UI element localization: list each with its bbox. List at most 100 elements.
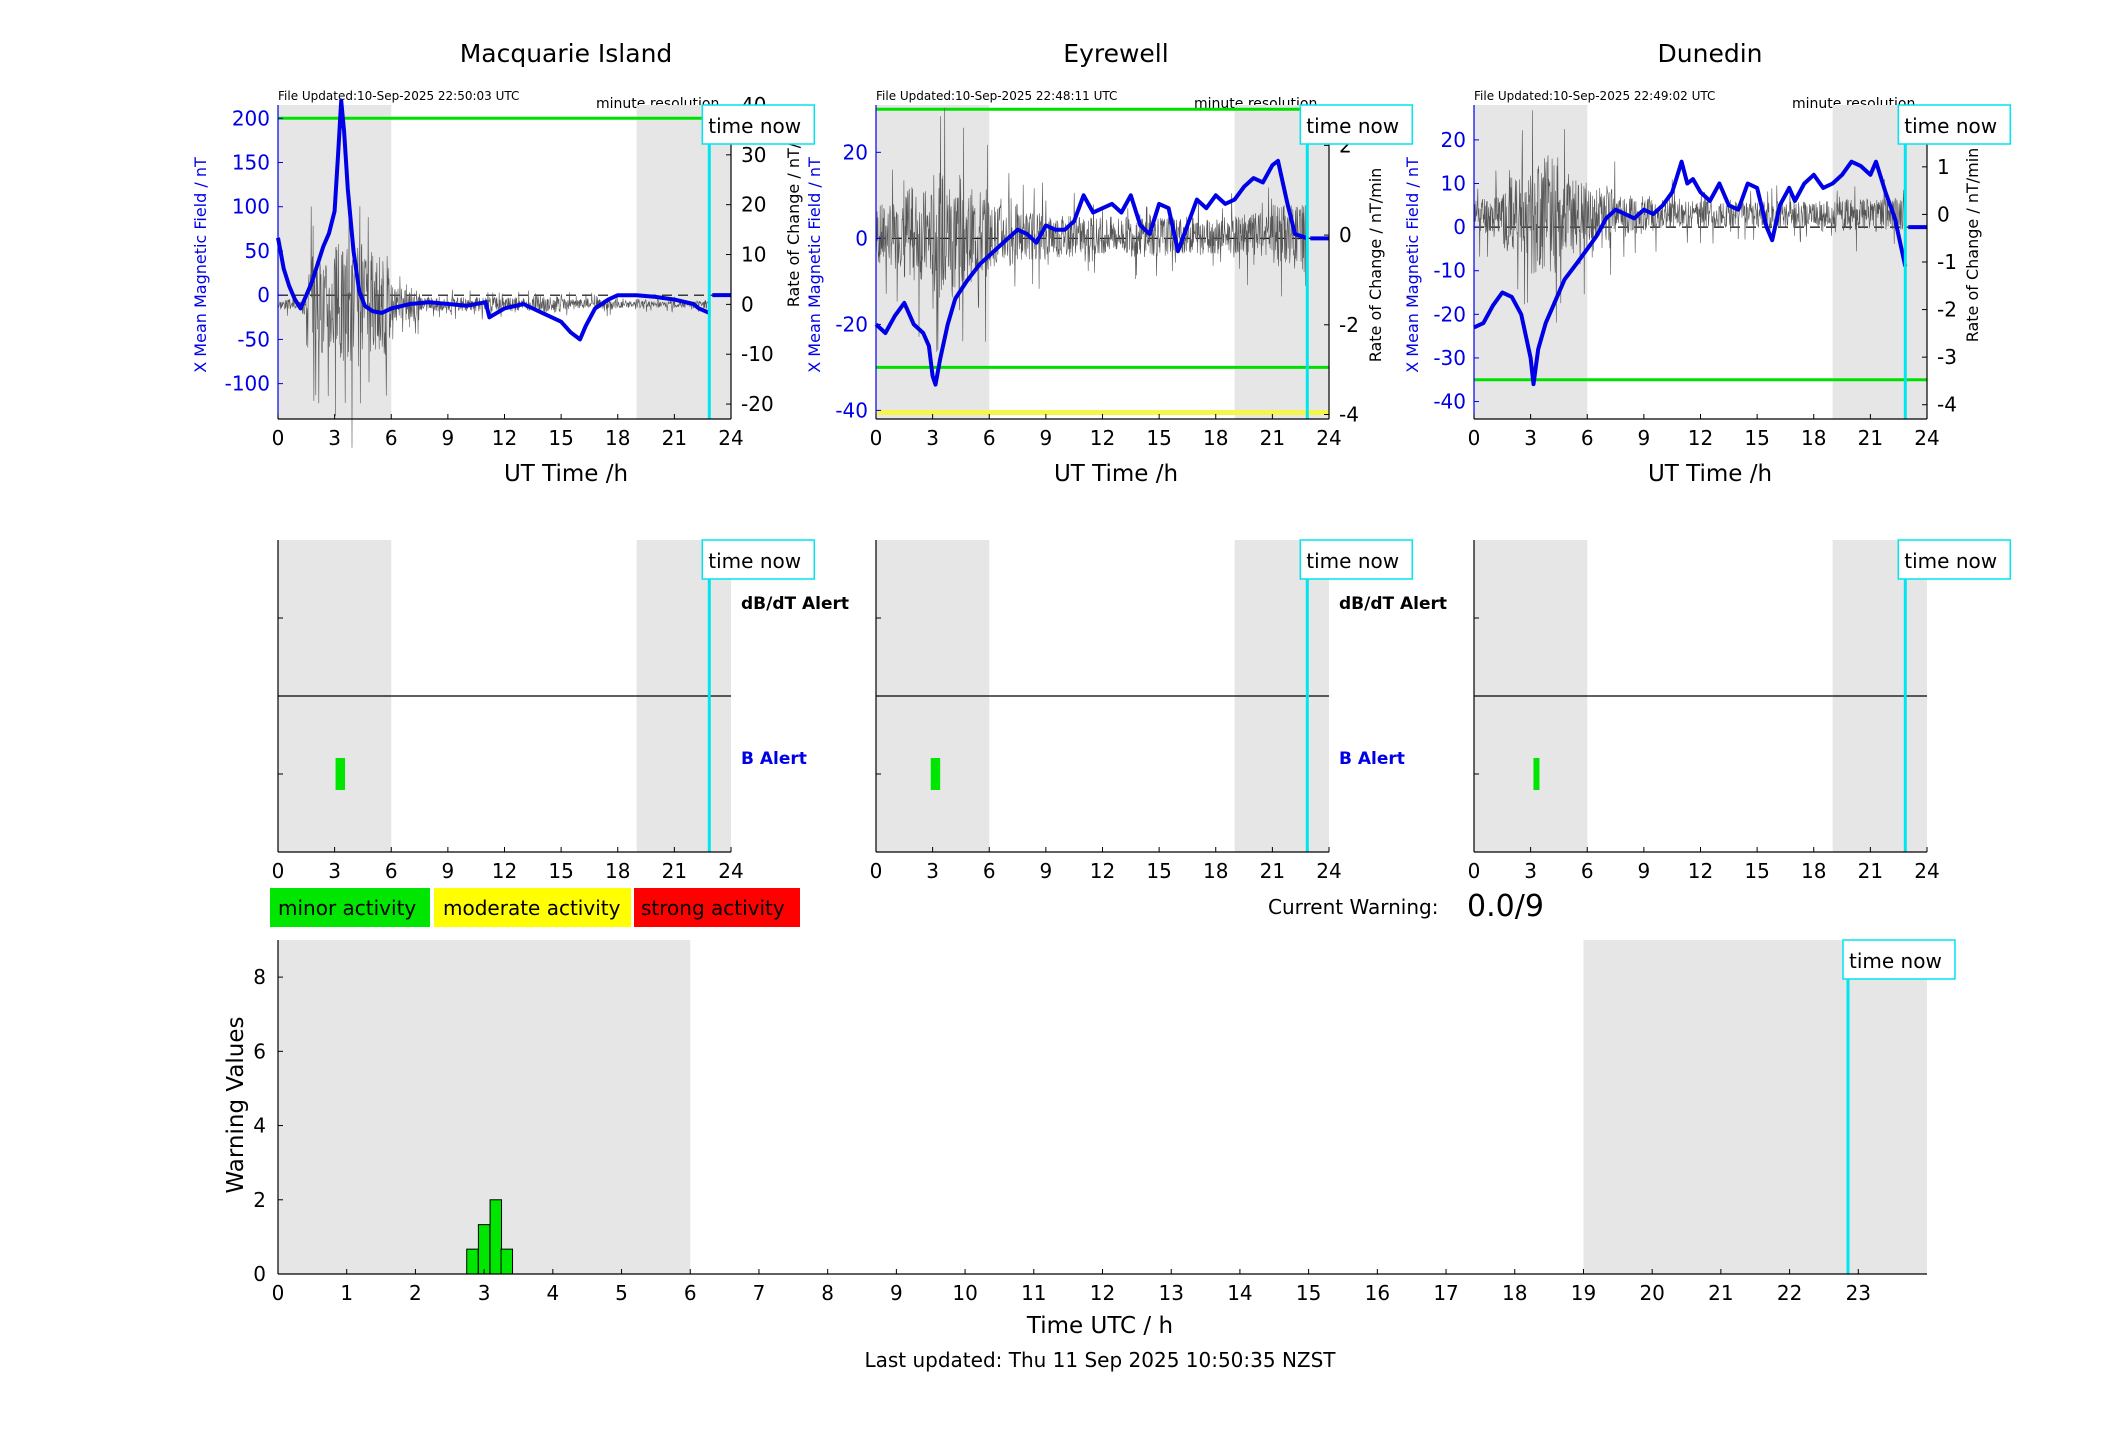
y-tick-label: -40 bbox=[1433, 390, 1466, 414]
y2-tick-label: -4 bbox=[1937, 393, 1957, 417]
current-warning-value: 0.0/9 bbox=[1467, 889, 1544, 924]
y-tick-label: 150 bbox=[232, 150, 270, 174]
time-now-mid-0-box bbox=[701, 539, 816, 580]
y2-tick-label: -1 bbox=[1937, 250, 1957, 274]
x-tick-label: 3 bbox=[328, 859, 341, 883]
x-tick-label: 15 bbox=[1146, 859, 1171, 883]
warning-y-title: Warning Values bbox=[223, 1016, 249, 1193]
x-tick-label: 12 bbox=[492, 426, 517, 450]
legend-swatch-minor bbox=[270, 888, 430, 927]
legend-label-strong: strong activity bbox=[641, 896, 785, 920]
y-tick-label: 20 bbox=[1441, 128, 1466, 152]
x-tick-label: 18 bbox=[1801, 859, 1826, 883]
y-right-title-dunedin: Rate of Change / nT/min bbox=[1963, 148, 1982, 343]
x-tick-label: 21 bbox=[1708, 1281, 1733, 1305]
x-tick-label: 15 bbox=[548, 426, 573, 450]
legend-swatch-strong bbox=[634, 888, 800, 927]
x-tick-label: 3 bbox=[328, 426, 341, 450]
file-updated-dunedin: File Updated:10-Sep-2025 22:49:02 UTC bbox=[1474, 89, 1715, 103]
x-title-dunedin: UT Time /h bbox=[1648, 461, 1772, 487]
x-tick-label: 21 bbox=[662, 859, 687, 883]
x-tick-label: 15 bbox=[548, 859, 573, 883]
alert-panel-0: 0 3 6 9 12 15 18 21 24 bbox=[272, 540, 744, 883]
x-tick-label: 7 bbox=[753, 1281, 766, 1305]
x-tick-label: 15 bbox=[1146, 426, 1171, 450]
x-tick-label: 6 bbox=[385, 859, 398, 883]
x-tick-label: 5 bbox=[615, 1281, 628, 1305]
x-tick-label: 9 bbox=[1040, 859, 1053, 883]
x-tick-label: 0 bbox=[1468, 859, 1481, 883]
alert-mark bbox=[930, 758, 941, 790]
y2-tick-label: -10 bbox=[741, 342, 774, 366]
y-tick-label: 100 bbox=[232, 195, 270, 219]
warning-bar bbox=[500, 1248, 514, 1275]
x-tick-label: 24 bbox=[1316, 859, 1341, 883]
last-updated: Last updated: Thu 11 Sep 2025 10:50:35 N… bbox=[864, 1348, 1336, 1372]
x-title-macquarie: UT Time /h bbox=[504, 461, 628, 487]
x-tick-label: 21 bbox=[662, 426, 687, 450]
y2-tick-label: 0 bbox=[1339, 223, 1352, 247]
alert-mark bbox=[1533, 758, 1540, 790]
x-tick-label: 0 bbox=[1468, 426, 1481, 450]
x-tick-label: 0 bbox=[870, 426, 883, 450]
x-tick-label: 9 bbox=[890, 1281, 903, 1305]
x-tick-label: 17 bbox=[1433, 1281, 1458, 1305]
alert-panel-1: 0 3 6 9 12 15 18 21 24 bbox=[870, 540, 1342, 883]
rate-of-change-line bbox=[875, 107, 1308, 352]
x-tick-label: 12 bbox=[1688, 426, 1713, 450]
x-tick-label: 3 bbox=[926, 426, 939, 450]
y-tick-label: -30 bbox=[1433, 346, 1466, 370]
y2-tick-label: -2 bbox=[1339, 313, 1359, 337]
x-tick-label: 0 bbox=[272, 1281, 285, 1305]
x-tick-label: 9 bbox=[442, 426, 455, 450]
time-now-top-2-box bbox=[1897, 104, 2012, 145]
y2-tick-label: -2 bbox=[1937, 298, 1957, 322]
y-tick-label: 0 bbox=[257, 283, 270, 307]
x-tick-label: 15 bbox=[1744, 859, 1769, 883]
x-tick-label: 3 bbox=[926, 859, 939, 883]
b-alert-label-2: B Alert bbox=[1339, 749, 1405, 769]
x-tick-label: 13 bbox=[1158, 1281, 1183, 1305]
x-tick-label: 12 bbox=[1090, 1281, 1115, 1305]
y-tick-label: -50 bbox=[237, 327, 270, 351]
legend-swatch-moderate bbox=[434, 888, 631, 927]
time-now-mid-2-box bbox=[1897, 539, 2012, 580]
x-tick-label: 10 bbox=[952, 1281, 977, 1305]
time-now-mid-1-box bbox=[1299, 539, 1414, 580]
x-tick-label: 18 bbox=[1502, 1281, 1527, 1305]
y-tick-label: 4 bbox=[253, 1114, 266, 1138]
y-left-title-eyrewell: X Mean Magnetic Field / nT bbox=[805, 157, 824, 373]
y-left-title-dunedin: X Mean Magnetic Field / nT bbox=[1403, 157, 1422, 373]
y-tick-label: 10 bbox=[1441, 172, 1466, 196]
alert-mark bbox=[335, 758, 346, 790]
x-tick-label: 19 bbox=[1571, 1281, 1596, 1305]
night-shade bbox=[636, 105, 731, 419]
warning-bar bbox=[489, 1199, 503, 1275]
x-tick-label: 9 bbox=[1638, 859, 1651, 883]
x-tick-label: 14 bbox=[1227, 1281, 1252, 1305]
alert-panel-2: 0 3 6 9 12 15 18 21 24 bbox=[1468, 540, 1940, 883]
y2-tick-label: 0 bbox=[741, 292, 754, 316]
x-tick-label: 18 bbox=[1203, 426, 1228, 450]
x-tick-label: 21 bbox=[1858, 859, 1883, 883]
y2-tick-label: -3 bbox=[1937, 345, 1957, 369]
x-tick-label: 24 bbox=[718, 859, 743, 883]
x-tick-label: 6 bbox=[684, 1281, 697, 1305]
y2-tick-label: -20 bbox=[741, 392, 774, 416]
y-tick-label: -20 bbox=[835, 312, 868, 336]
time-now-mid-2-label: time now bbox=[1904, 549, 1997, 573]
y-right-title-eyrewell: Rate of Change / nT/min bbox=[1366, 168, 1385, 363]
x-tick-label: 6 bbox=[1581, 859, 1594, 883]
x-tick-label: 6 bbox=[983, 859, 996, 883]
panel-title-eyrewell: Eyrewell bbox=[1063, 39, 1168, 68]
time-now-bottom-label: time now bbox=[1849, 949, 1942, 973]
y2-tick-label: 30 bbox=[741, 143, 766, 167]
x-tick-label: 23 bbox=[1846, 1281, 1871, 1305]
y-tick-label: 8 bbox=[253, 965, 266, 989]
y2-tick-label: 10 bbox=[741, 243, 766, 267]
y-tick-label: 0 bbox=[855, 226, 868, 250]
x-tick-label: 3 bbox=[478, 1281, 491, 1305]
x-tick-label: 11 bbox=[1021, 1281, 1046, 1305]
x-tick-label: 3 bbox=[1524, 426, 1537, 450]
